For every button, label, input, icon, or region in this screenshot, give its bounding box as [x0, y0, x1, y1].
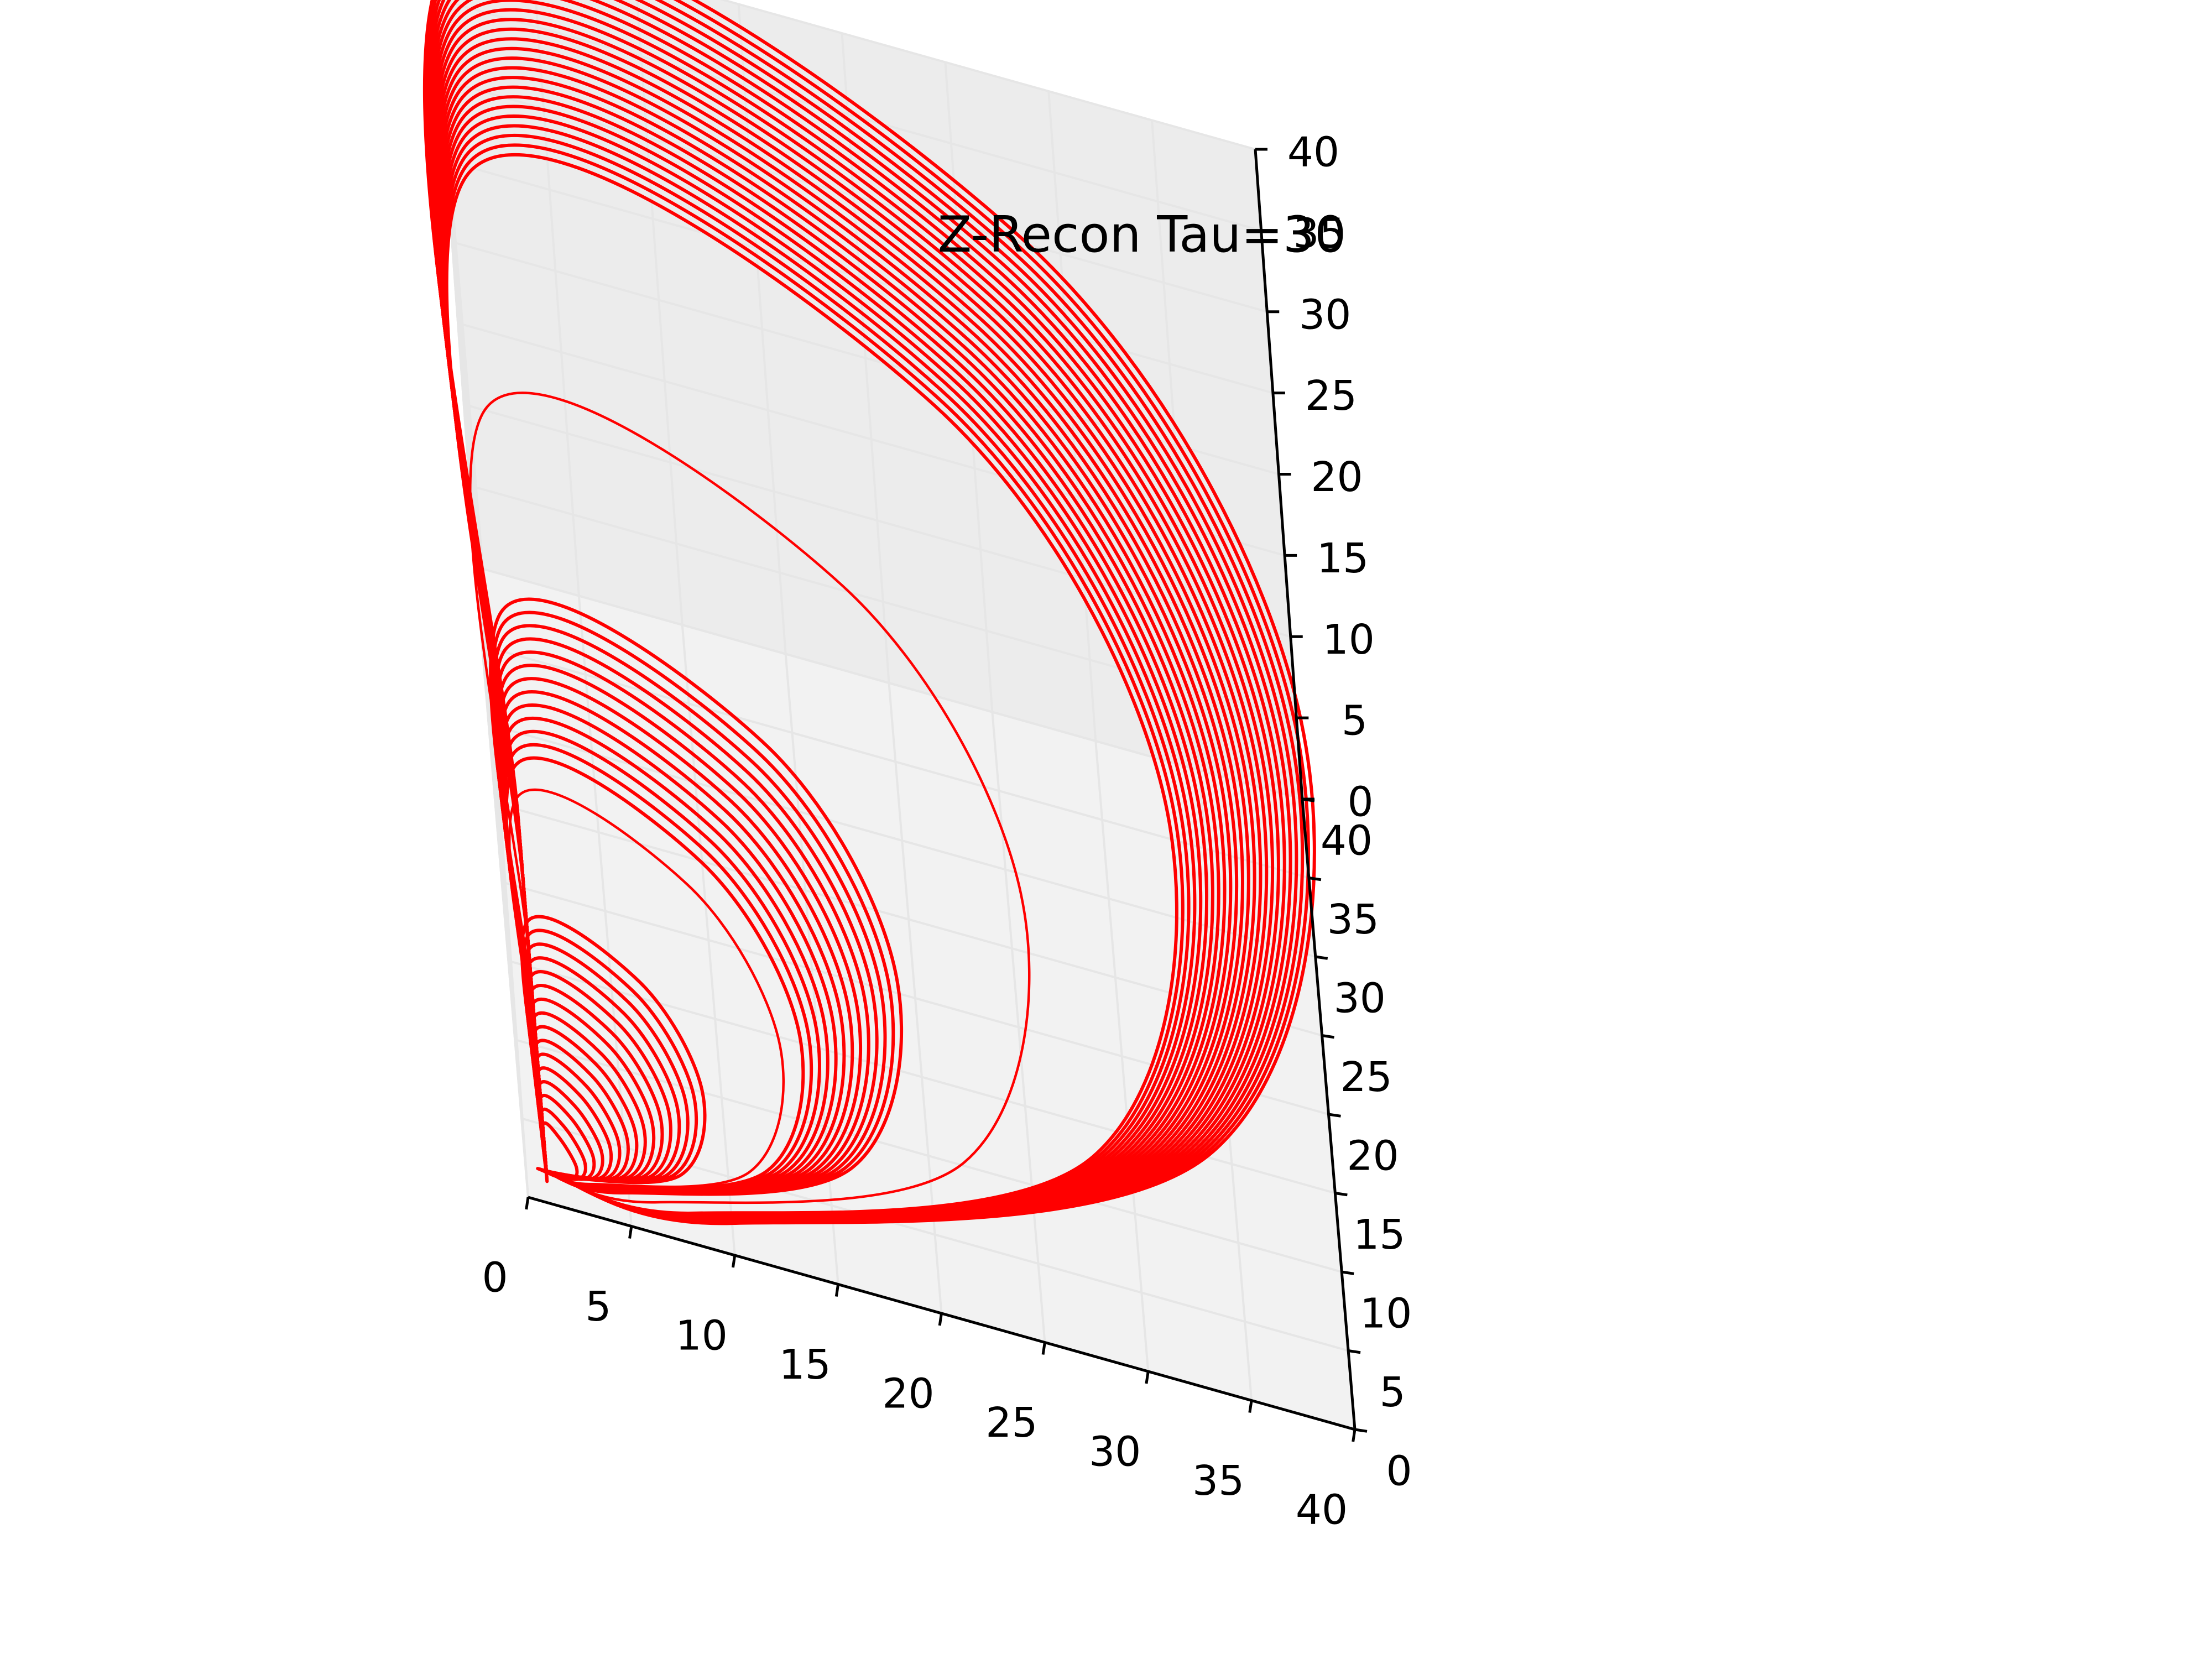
grid-line: [446, 159, 1274, 394]
y-tick-label: 25: [1340, 1053, 1392, 1101]
z-tick-label: 30: [1299, 291, 1351, 338]
y-tick: [1335, 1192, 1348, 1197]
z-tick-label: 0: [1347, 779, 1373, 826]
chart-title: Z-Recon Tau=30: [938, 206, 1347, 264]
z-tick-label: 10: [1323, 616, 1375, 664]
x-tick-label: 40: [1296, 1486, 1348, 1534]
x-tick-label: 5: [585, 1283, 611, 1331]
y-tick: [1354, 1428, 1368, 1433]
y-tick: [1308, 877, 1322, 881]
x-tick-label: 30: [1089, 1428, 1141, 1476]
z-tick-label: 20: [1311, 453, 1363, 501]
grid-line: [1047, 91, 1097, 742]
grid-line: [719, 0, 1256, 150]
y-tick-label: 15: [1353, 1211, 1405, 1259]
tick-marks: [525, 148, 1368, 1442]
attractor-trajectory: [422, 0, 1316, 1225]
x-tick-label: 35: [1192, 1457, 1244, 1505]
tick-labels: 0510152025303540051015202530354005101520…: [482, 129, 1412, 1534]
x-tick: [628, 1226, 633, 1239]
x-tick: [1352, 1429, 1357, 1442]
grid-line: [991, 712, 1046, 1343]
x-tick: [1041, 1342, 1046, 1355]
y-tick-label: 35: [1327, 896, 1379, 943]
y-tick-label: 30: [1334, 975, 1386, 1022]
y-tick: [1322, 1034, 1334, 1039]
x-tick: [1145, 1371, 1150, 1384]
grid-line: [495, 802, 1323, 1037]
y-tick-label: 40: [1321, 817, 1373, 865]
z-tick-label: 5: [1342, 697, 1368, 745]
grid-line: [436, 0, 1262, 232]
y-tick-label: 10: [1360, 1290, 1412, 1338]
y-tick: [1328, 1113, 1341, 1118]
x-tick-label: 15: [779, 1341, 831, 1389]
grid-line: [944, 62, 994, 712]
grid-line: [1094, 740, 1150, 1372]
x-tick-label: 0: [482, 1254, 508, 1302]
z-tick-label: 35: [1293, 210, 1345, 257]
x-tick-label: 10: [676, 1312, 728, 1360]
y-tick-label: 5: [1380, 1369, 1406, 1416]
z-tick-label: 25: [1305, 372, 1357, 420]
grid-line: [451, 241, 1280, 476]
y-tick: [1315, 955, 1328, 960]
x-tick: [938, 1313, 943, 1326]
z-tick-label: 15: [1317, 535, 1369, 582]
y-tick-label: 0: [1386, 1448, 1412, 1495]
z-tick-label: 40: [1287, 129, 1339, 176]
x-tick: [525, 1197, 530, 1210]
y-tick: [1341, 1270, 1354, 1275]
x-tick: [1248, 1400, 1253, 1413]
y-tick: [1348, 1349, 1361, 1354]
trajectory-loop: [536, 1121, 579, 1183]
x-tick-label: 20: [882, 1370, 934, 1418]
x-tick-label: 25: [985, 1399, 1037, 1447]
grid-line: [475, 566, 1303, 800]
x-tick: [731, 1255, 737, 1268]
y-tick-label: 20: [1347, 1133, 1399, 1180]
x-tick: [834, 1284, 840, 1297]
